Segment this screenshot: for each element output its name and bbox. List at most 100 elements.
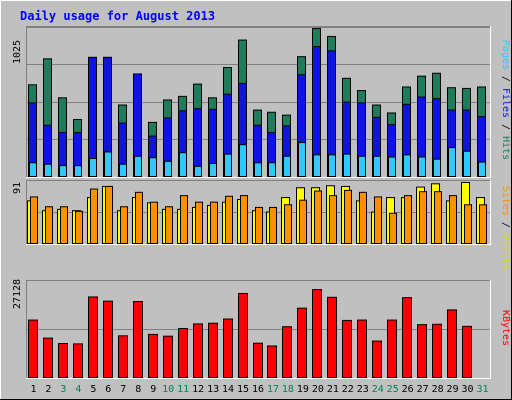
pages-bar xyxy=(298,142,306,178)
sites-bar xyxy=(60,206,68,244)
kbytes-bar xyxy=(342,319,352,379)
kbytes-bar xyxy=(312,289,322,379)
pages-bar xyxy=(343,153,351,177)
pages-bar xyxy=(149,157,157,177)
sites-bar xyxy=(120,206,128,244)
pages-bar xyxy=(418,156,426,178)
pages-bar xyxy=(164,160,172,177)
kbytes-bar xyxy=(297,307,307,378)
pages-bar xyxy=(209,163,217,178)
x-tick-label: 31 xyxy=(476,384,488,395)
kbytes-bar xyxy=(103,300,113,378)
x-tick-label: 14 xyxy=(222,384,234,395)
sites-bar xyxy=(419,191,427,245)
pages-legend-label: Pages xyxy=(500,40,511,70)
sites-bar xyxy=(210,201,218,244)
kbytes-bar xyxy=(462,325,472,378)
x-tick-label: 22 xyxy=(342,384,354,395)
x-tick-label: 10 xyxy=(162,384,174,395)
pages-bar xyxy=(268,162,276,178)
kbytes-bar xyxy=(253,342,263,378)
x-tick-label: 16 xyxy=(252,384,264,395)
sites-bar xyxy=(389,212,397,244)
kbytes-bar xyxy=(28,319,38,379)
kbytes-bar xyxy=(193,323,203,379)
sites-bar xyxy=(195,201,203,244)
sites-bar xyxy=(105,185,113,245)
legend-separator: / xyxy=(500,216,511,234)
x-tick-label: 28 xyxy=(432,384,444,395)
sites-bar xyxy=(374,196,382,245)
kbytes-panel-max-label: 27128 xyxy=(12,279,23,309)
legend-separator: / xyxy=(500,118,511,136)
sites-bar xyxy=(434,191,442,245)
pages-bar xyxy=(403,154,411,177)
sites-bar xyxy=(180,195,188,245)
sites-bar xyxy=(284,204,292,244)
kbytes-bar xyxy=(73,343,83,378)
sites-bar xyxy=(299,199,307,244)
pages-bar xyxy=(119,163,127,177)
pages-bar xyxy=(373,155,381,178)
pages-bar xyxy=(44,163,52,177)
pages-bar xyxy=(29,162,37,178)
x-tick-label: 29 xyxy=(447,384,459,395)
x-tick-label: 30 xyxy=(462,384,474,395)
x-tick-label: 24 xyxy=(372,384,384,395)
x-tick-label: 27 xyxy=(417,384,429,395)
pages-bar xyxy=(448,147,456,177)
x-tick-label: 11 xyxy=(177,384,189,395)
x-tick-label: 6 xyxy=(105,384,111,395)
x-tick-label: 25 xyxy=(387,384,399,395)
kbytes-bar xyxy=(43,337,53,378)
sites-bar xyxy=(314,190,322,245)
x-tick-label: 20 xyxy=(312,384,324,395)
kbytes-bar xyxy=(357,319,367,379)
x-tick-label: 18 xyxy=(282,384,294,395)
kbytes-bar xyxy=(133,301,143,378)
x-tick-label: 8 xyxy=(135,384,141,395)
pages-bar xyxy=(433,158,441,178)
x-tick-label: 12 xyxy=(192,384,204,395)
x-tick-label: 15 xyxy=(237,384,249,395)
kbytes-bar xyxy=(447,309,457,378)
sites-bar xyxy=(240,195,248,245)
pages-bar xyxy=(224,153,232,177)
visits-panel-legend: Sites / Visits xyxy=(500,186,511,270)
kbytes-bar xyxy=(327,296,337,378)
sites-bar xyxy=(135,191,143,245)
kbytes-bar xyxy=(118,335,128,378)
kbytes-bar xyxy=(372,340,382,379)
sites-bar xyxy=(165,206,173,244)
sites-bar xyxy=(30,196,38,245)
sites-bar xyxy=(255,206,263,244)
sites-bar xyxy=(75,210,83,244)
x-tick-label: 17 xyxy=(267,384,279,395)
pages-bar xyxy=(239,144,247,177)
sites-bar xyxy=(359,191,367,245)
pages-bar xyxy=(59,165,67,177)
sites-bar xyxy=(464,204,472,244)
sites-bar xyxy=(479,204,487,244)
pages-bar xyxy=(478,161,486,177)
kbytes-bar xyxy=(432,323,442,379)
kbytes-bar xyxy=(178,327,188,379)
pages-bar xyxy=(104,151,112,177)
pages-bar xyxy=(328,154,336,177)
pages-bar xyxy=(358,155,366,178)
legend-separator: / xyxy=(500,70,511,88)
kbytes-bar xyxy=(387,319,397,379)
kbytes-bar xyxy=(163,335,173,378)
sites-bar xyxy=(225,195,233,245)
hits-legend-label: Hits xyxy=(500,136,511,160)
kbytes-bar xyxy=(148,333,158,378)
pages-bar xyxy=(89,157,97,177)
pages-bar xyxy=(254,162,262,178)
sites-bar xyxy=(329,195,337,245)
pages-bar xyxy=(463,150,471,177)
x-tick-label: 1 xyxy=(30,384,36,395)
kbytes-bar xyxy=(58,343,68,378)
x-tick-label: 5 xyxy=(90,384,96,395)
kbytes-bar xyxy=(88,296,98,378)
